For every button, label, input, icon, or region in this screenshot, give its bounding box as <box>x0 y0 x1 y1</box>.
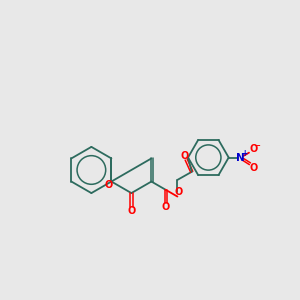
Text: O: O <box>249 144 257 154</box>
Text: +: + <box>242 149 248 158</box>
Text: O: O <box>162 202 170 212</box>
Text: O: O <box>174 188 182 197</box>
Text: O: O <box>181 151 189 161</box>
Text: −: − <box>254 142 260 151</box>
Text: O: O <box>127 206 136 216</box>
Text: N: N <box>236 152 245 163</box>
Text: O: O <box>249 163 257 173</box>
Text: O: O <box>104 180 112 190</box>
